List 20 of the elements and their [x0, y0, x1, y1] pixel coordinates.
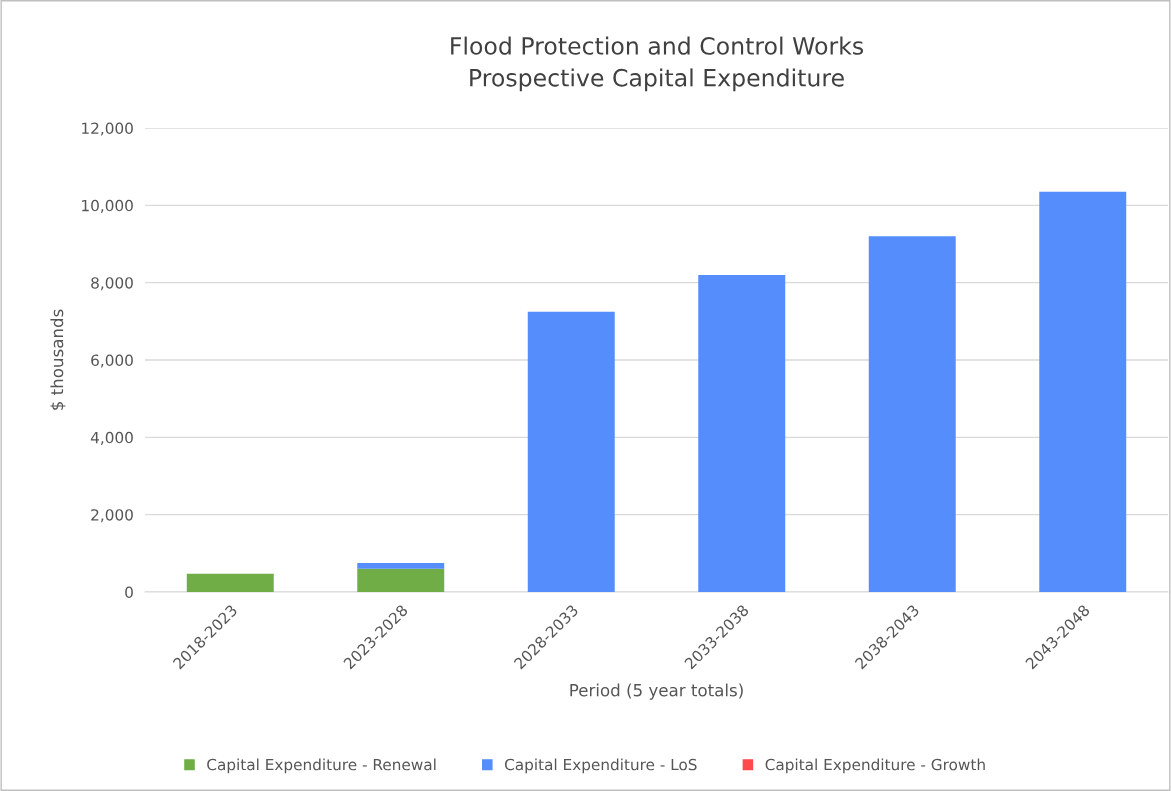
bar	[868, 236, 956, 592]
bar	[527, 311, 615, 592]
bar	[698, 274, 786, 592]
legend-label: Capital Expenditure - Renewal	[207, 758, 436, 774]
y-tick-label: 8,000	[91, 277, 133, 291]
y-tick-label: 10,000	[82, 199, 133, 213]
legend-label: Capital Expenditure - Growth	[765, 758, 985, 774]
legend-label: Capital Expenditure - LoS	[504, 758, 697, 774]
chart-title: Flood Protection and Control Works Prospective Capital Expenditure	[451, 36, 864, 92]
y-tick-label: 12,000	[82, 122, 133, 136]
y-tick-label: 0	[125, 586, 133, 599]
bar	[357, 563, 445, 569]
bar	[186, 573, 274, 592]
y-tick-label: 4,000	[90, 431, 133, 445]
y-tick-label: 6,000	[91, 354, 133, 368]
y-tick-label: 2,000	[91, 509, 133, 523]
y-axis-title: $ thousands	[50, 309, 66, 410]
bar	[357, 568, 445, 592]
bar	[1039, 191, 1127, 592]
x-axis-title: Period (5 year totals)	[570, 683, 743, 700]
